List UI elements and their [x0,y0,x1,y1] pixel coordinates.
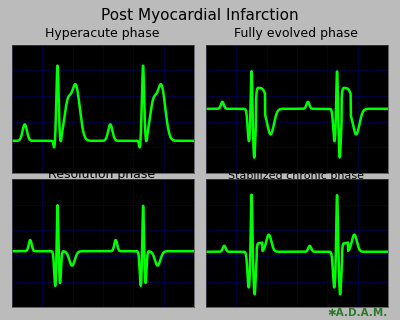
Text: Stabilized chronic phase: Stabilized chronic phase [228,171,364,181]
Text: ✱A.D.A.M.: ✱A.D.A.M. [328,308,388,318]
Text: Hyperacute phase: Hyperacute phase [45,27,159,40]
Text: Resolution phase: Resolution phase [48,168,156,181]
Text: Fully evolved phase: Fully evolved phase [234,27,358,40]
Text: Post Myocardial Infarction: Post Myocardial Infarction [101,8,299,23]
